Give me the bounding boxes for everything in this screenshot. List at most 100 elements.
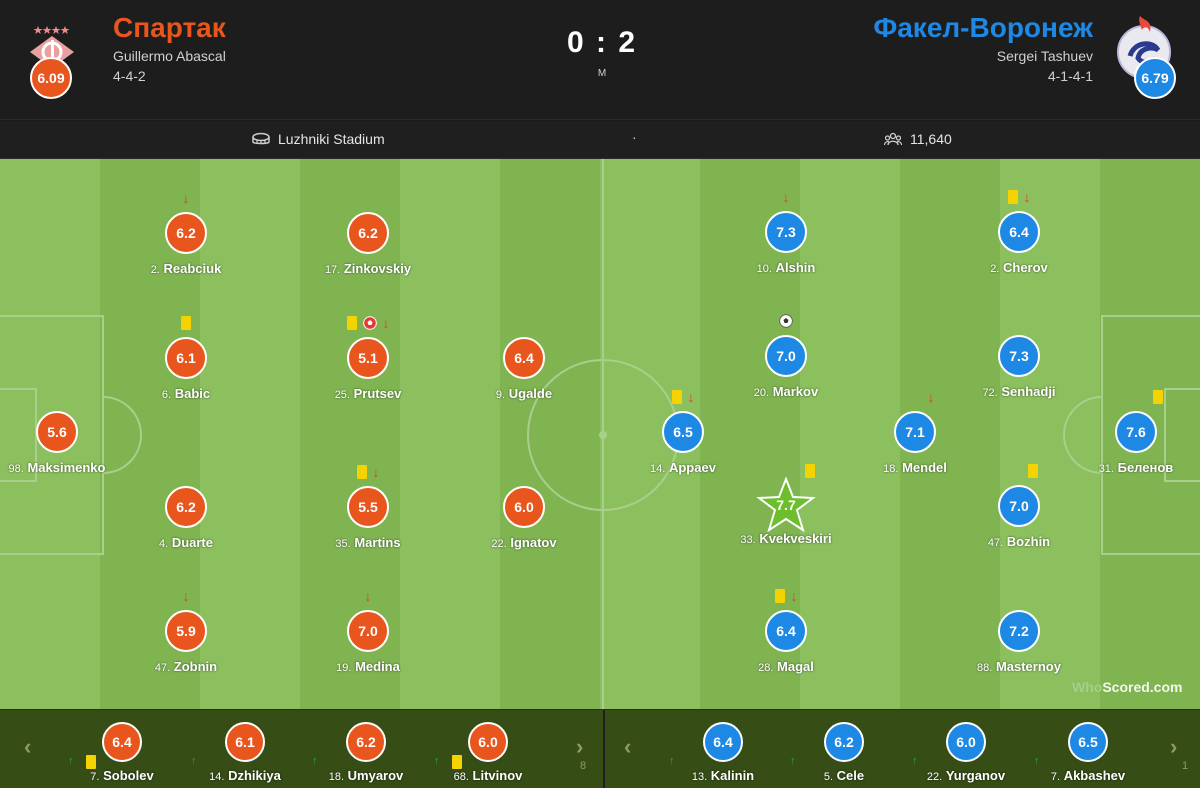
- away-player-st[interactable]: ↓ 6.5 14. Appaev: [623, 390, 743, 475]
- player-rating: 6.4: [703, 722, 743, 762]
- player-name: Bozhin: [1006, 534, 1051, 549]
- player-rating: 6.0: [946, 722, 986, 762]
- away-player-lb[interactable]: ↓ 6.4 2. Cherov: [959, 190, 1079, 275]
- player-number: 68.: [453, 771, 469, 783]
- away-player-dm[interactable]: ↓ 7.1 18. Mendel: [855, 390, 975, 475]
- away-sub[interactable]: ↑ 6.5 7. Akbashev: [1028, 722, 1148, 783]
- yellow-card-icon: [356, 465, 367, 479]
- player-rating: 6.1: [225, 722, 265, 762]
- away-coach: Sergei Tashuev: [996, 48, 1093, 64]
- away-team-rating: 6.79: [1134, 57, 1176, 99]
- player-rating: 7.0: [347, 610, 389, 652]
- player-number: 10.: [756, 263, 772, 275]
- away-player-lm[interactable]: ↓ 7.3 10. Alshin: [726, 190, 846, 275]
- player-name: Ignatov: [510, 535, 557, 550]
- player-number: 88.: [977, 662, 993, 674]
- player-number: 25.: [334, 389, 350, 401]
- player-number: 20.: [753, 387, 770, 399]
- player-rating: 7.0: [998, 485, 1040, 527]
- sub-on-arrow-icon: ↑: [312, 755, 318, 767]
- player-rating: 6.2: [165, 486, 207, 528]
- player-number: 2.: [150, 264, 160, 276]
- away-player-rcb[interactable]: 7.0 47. Bozhin: [959, 464, 1079, 549]
- home-player-ls[interactable]: 6.0 22. Ignatov: [464, 486, 584, 550]
- player-number: 18.: [328, 771, 345, 783]
- player-rating: 6.2: [824, 722, 864, 762]
- player-name: Yurganov: [945, 768, 1006, 783]
- player-name: Markov: [772, 384, 819, 399]
- player-rating: 7.1: [894, 411, 936, 453]
- match-status: M: [597, 68, 607, 79]
- sub-off-arrow-icon: ↓: [364, 588, 372, 604]
- away-player-rm[interactable]: ↓ 6.4 28. Magal: [726, 589, 846, 674]
- yellow-card-icon: [1153, 390, 1163, 404]
- player-name: Prutsev: [353, 386, 402, 401]
- yellow-card-icon: [774, 589, 785, 603]
- player-number: 22.: [926, 771, 943, 783]
- player-rating: 6.4: [998, 211, 1040, 253]
- away-player-gk[interactable]: 7.6 31. Беленов: [1076, 390, 1196, 475]
- match-score: 0 : 2: [566, 26, 638, 59]
- sub-on-arrow-icon: ↑: [1034, 755, 1040, 767]
- home-player-lcb[interactable]: 6.2 4. Duarte: [126, 486, 246, 550]
- yellow-card-icon: [452, 755, 462, 769]
- home-player-rb[interactable]: ↓ 6.2 2. Reabciuk: [126, 191, 246, 276]
- home-player-gk[interactable]: 5.6 98. Maksimenko: [0, 411, 117, 475]
- yellow-card-icon: [181, 316, 191, 330]
- yellow-card-icon: [671, 390, 682, 404]
- sub-off-arrow-icon: ↓: [182, 190, 190, 206]
- player-rating: 6.4: [102, 722, 142, 762]
- away-player-lcm[interactable]: 7.0 20. Markov: [726, 314, 846, 399]
- player-rating: 5.6: [36, 411, 78, 453]
- away-player-lcb[interactable]: 7.3 72. Senhadji: [959, 335, 1079, 399]
- home-sub[interactable]: ↑ 6.2 18. Umyarov: [306, 722, 426, 783]
- away-player-rcm[interactable]: 7.7 33. Kvekveskiri: [726, 464, 846, 546]
- player-rating: 7.7: [776, 497, 796, 513]
- player-name: Masternoy: [995, 659, 1061, 674]
- player-number: 4.: [159, 538, 169, 550]
- player-rating: 5.5: [347, 486, 389, 528]
- home-player-rcm[interactable]: ↓ 5.1 25. Prutsev: [308, 316, 428, 401]
- player-rating: 6.2: [347, 212, 389, 254]
- home-sub[interactable]: ↑ 6.1 14. Dzhikiya: [185, 722, 305, 783]
- home-sub[interactable]: ↑ 6.0 68. Litvinov: [428, 722, 548, 783]
- away-player-rb[interactable]: 7.2 88. Masternoy: [959, 610, 1079, 674]
- sub-on-arrow-icon: ↑: [669, 755, 675, 767]
- sub-off-arrow-icon: ↓: [1023, 189, 1031, 205]
- player-number: 22.: [491, 538, 507, 550]
- player-number: 19.: [336, 662, 352, 674]
- home-player-lm[interactable]: ↓ 7.0 19. Medina: [308, 589, 428, 674]
- home-player-lcm[interactable]: ↓ 5.5 35. Martins: [308, 465, 428, 550]
- player-name: Alshin: [775, 260, 816, 275]
- player-name: Zobnin: [173, 659, 218, 674]
- sub-off-arrow-icon: ↓: [782, 189, 790, 205]
- player-number: 7.: [1050, 771, 1061, 783]
- player-number: 28.: [758, 662, 774, 674]
- player-rating: 6.2: [165, 212, 207, 254]
- player-number: 18.: [883, 463, 899, 475]
- player-rating: 6.5: [1068, 722, 1108, 762]
- player-name: Maksimenko: [27, 460, 106, 475]
- away-team-name[interactable]: Факел-Воронеж: [873, 12, 1093, 43]
- home-player-rm[interactable]: 6.2 17. Zinkovskiy: [308, 212, 428, 276]
- home-player-rcb[interactable]: 6.1 6. Babic: [126, 316, 246, 401]
- player-number: 7.: [90, 771, 100, 783]
- away-bench-prev-arrow-icon[interactable]: ‹: [624, 734, 632, 759]
- away-sub[interactable]: ↑ 6.0 22. Yurganov: [906, 722, 1026, 783]
- home-player-lb[interactable]: ↓ 5.9 47. Zobnin: [126, 589, 246, 674]
- home-sub[interactable]: ↑ 6.4 7. Sobolev: [62, 722, 182, 783]
- away-bench-next-arrow-icon[interactable]: ›: [1170, 734, 1178, 759]
- player-name: Cele: [836, 768, 865, 783]
- home-bench-prev-arrow-icon[interactable]: ‹: [24, 734, 32, 759]
- match-info-bar: Luzhniki Stadium · 11,640: [0, 121, 1200, 159]
- player-rating: 5.1: [347, 337, 389, 379]
- match-header: 6.09 Спартак Guillermo Abascal 4-4-2 0 :…: [0, 0, 1200, 120]
- home-player-rs[interactable]: 6.4 9. Ugalde: [464, 337, 584, 401]
- player-rating: 5.9: [165, 610, 207, 652]
- away-sub[interactable]: ↑ 6.2 5. Cele: [784, 722, 904, 783]
- stadium-info: Luzhniki Stadium: [252, 131, 385, 147]
- sub-off-arrow-icon: ↓: [927, 389, 935, 405]
- home-team-name[interactable]: Спартак: [113, 12, 226, 43]
- away-sub[interactable]: ↑ 6.4 13. Kalinin: [663, 722, 783, 783]
- home-bench-next-arrow-icon[interactable]: ›: [576, 734, 584, 759]
